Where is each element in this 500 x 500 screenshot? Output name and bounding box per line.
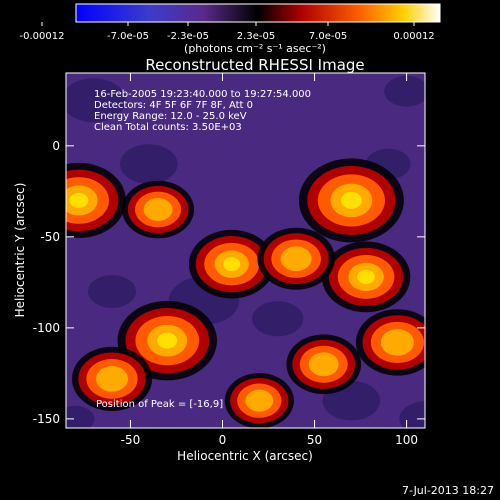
heatmap-low-region	[384, 75, 425, 107]
heatmap-hotter-region	[380, 329, 414, 356]
info-overlay: 16-Feb-2005 19:23:40.000 to 19:27:54.000…	[94, 89, 311, 133]
heatmap-low-region	[120, 144, 178, 184]
heatmap-hotter-region	[280, 246, 312, 272]
heatmap-low-region	[399, 401, 425, 428]
footer-timestamp: 7-Jul-2013 18:27	[402, 484, 494, 497]
colorbar-tick-label: 0.00012	[393, 31, 434, 42]
plot-area	[65, 72, 426, 429]
peak-position-label: Position of Peak = [-16,9]	[96, 399, 223, 410]
y-tick-label: -50	[40, 230, 60, 244]
colorbar-tick-label: 2.3e-05	[237, 31, 275, 42]
x-axis: -50 0 50 100	[121, 73, 418, 447]
heatmap-low-region	[252, 301, 304, 337]
y-tick-label: -150	[33, 412, 60, 426]
x-tick-label: 50	[307, 433, 322, 447]
colorbar-tick-label: -0.00012	[20, 31, 65, 42]
colorbar-unit-label: (photons cm⁻² s⁻¹ asec⁻²)	[184, 42, 326, 55]
info-line: Energy Range: 12.0 - 25.0 keV	[94, 111, 247, 122]
heatmap-hotter-region	[308, 352, 339, 377]
heatmap-peak	[340, 192, 362, 209]
colorbar-gradient	[75, 3, 441, 23]
colorbar-tick-label: -2.3e-05	[167, 31, 209, 42]
x-tick-label: 100	[395, 433, 418, 447]
y-tick-label: 0	[52, 139, 60, 153]
colorbar-tick-label: -7.0e-05	[107, 31, 149, 42]
x-tick-label: -50	[121, 433, 141, 447]
heatmap-low-region	[66, 78, 126, 123]
info-line: 16-Feb-2005 19:23:40.000 to 19:27:54.000	[94, 89, 311, 100]
heatmap-hotter-region	[143, 198, 173, 222]
heatmap-hotter-region	[245, 389, 274, 412]
y-axis-label: Heliocentric Y (arcsec)	[13, 183, 27, 318]
heatmap-peak	[223, 257, 241, 272]
info-line: Detectors: 4F 5F 6F 7F 8F, Att 0	[94, 100, 253, 111]
colorbar: -0.00012 -7.0e-05 -2.3e-05 2.3e-05 7.0e-05 0.…	[20, 3, 441, 55]
info-line: Clean Total counts: 3.50E+03	[94, 122, 242, 133]
heatmap-hotter-region	[95, 366, 129, 392]
heatmap-peak	[357, 269, 375, 284]
plot-frame	[65, 72, 426, 429]
heatmap-low-region	[66, 405, 95, 428]
x-axis-label: Heliocentric X (arcsec)	[177, 449, 313, 463]
colorbar-tick-label: 7.0e-05	[309, 31, 347, 42]
heatmap-peak	[69, 192, 89, 208]
chart-title: Reconstructed RHESSI Image	[145, 56, 364, 74]
y-axis: 0 -50 -100 -150	[33, 139, 425, 426]
heatmap-low-region	[88, 274, 137, 308]
heatmap-peak	[157, 332, 178, 349]
x-tick-label: 0	[219, 433, 227, 447]
y-tick-label: -100	[33, 321, 60, 335]
